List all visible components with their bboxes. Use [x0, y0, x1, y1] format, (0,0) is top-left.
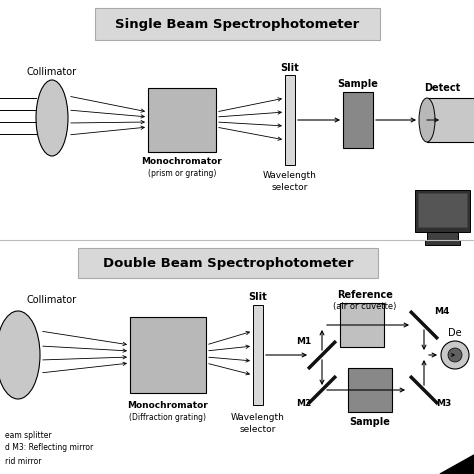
- Text: Monochromator: Monochromator: [128, 401, 209, 410]
- Text: M4: M4: [434, 307, 450, 316]
- Text: M1: M1: [296, 337, 311, 346]
- Text: Single Beam Spectrophotometer: Single Beam Spectrophotometer: [115, 18, 359, 30]
- Bar: [343, 92, 373, 148]
- Bar: [253, 305, 263, 405]
- Polygon shape: [440, 455, 474, 474]
- Text: Wavelength: Wavelength: [263, 172, 317, 181]
- Text: d M3: Reflecting mirror: d M3: Reflecting mirror: [5, 444, 93, 453]
- Text: M3: M3: [437, 400, 452, 409]
- Text: Sample: Sample: [349, 417, 391, 427]
- Text: (Diffraction grating): (Diffraction grating): [129, 412, 207, 421]
- Bar: [95, 8, 380, 40]
- Ellipse shape: [36, 80, 68, 156]
- Text: Slit: Slit: [281, 63, 300, 73]
- Bar: [415, 190, 470, 232]
- Text: eam splitter: eam splitter: [5, 430, 52, 439]
- Circle shape: [448, 348, 462, 362]
- Text: Double Beam Spectrophotometer: Double Beam Spectrophotometer: [103, 256, 353, 270]
- Bar: [427, 98, 474, 142]
- Text: Monochromator: Monochromator: [142, 157, 222, 166]
- Text: (prism or grating): (prism or grating): [148, 170, 216, 179]
- Bar: [78, 248, 378, 278]
- Text: Collimator: Collimator: [27, 67, 77, 77]
- Ellipse shape: [0, 311, 40, 399]
- Circle shape: [441, 341, 469, 369]
- Text: selector: selector: [272, 182, 308, 191]
- Bar: [425, 240, 460, 245]
- Bar: [427, 232, 458, 240]
- Bar: [285, 75, 295, 165]
- Text: Slit: Slit: [249, 292, 267, 302]
- Bar: [418, 193, 467, 227]
- Text: selector: selector: [240, 425, 276, 434]
- Bar: [348, 368, 392, 412]
- Text: M2: M2: [296, 400, 311, 409]
- Text: Collimator: Collimator: [27, 295, 77, 305]
- Text: Reference: Reference: [337, 290, 393, 300]
- Bar: [130, 317, 206, 393]
- Text: Sample: Sample: [337, 79, 378, 89]
- Ellipse shape: [419, 98, 435, 142]
- Text: rid mirror: rid mirror: [5, 456, 42, 465]
- Text: De: De: [448, 328, 462, 338]
- Bar: [148, 88, 216, 152]
- Text: Detect: Detect: [424, 83, 460, 93]
- Text: Wavelength: Wavelength: [231, 413, 285, 422]
- Bar: [340, 303, 384, 347]
- Text: (air or cuvette): (air or cuvette): [333, 302, 397, 311]
